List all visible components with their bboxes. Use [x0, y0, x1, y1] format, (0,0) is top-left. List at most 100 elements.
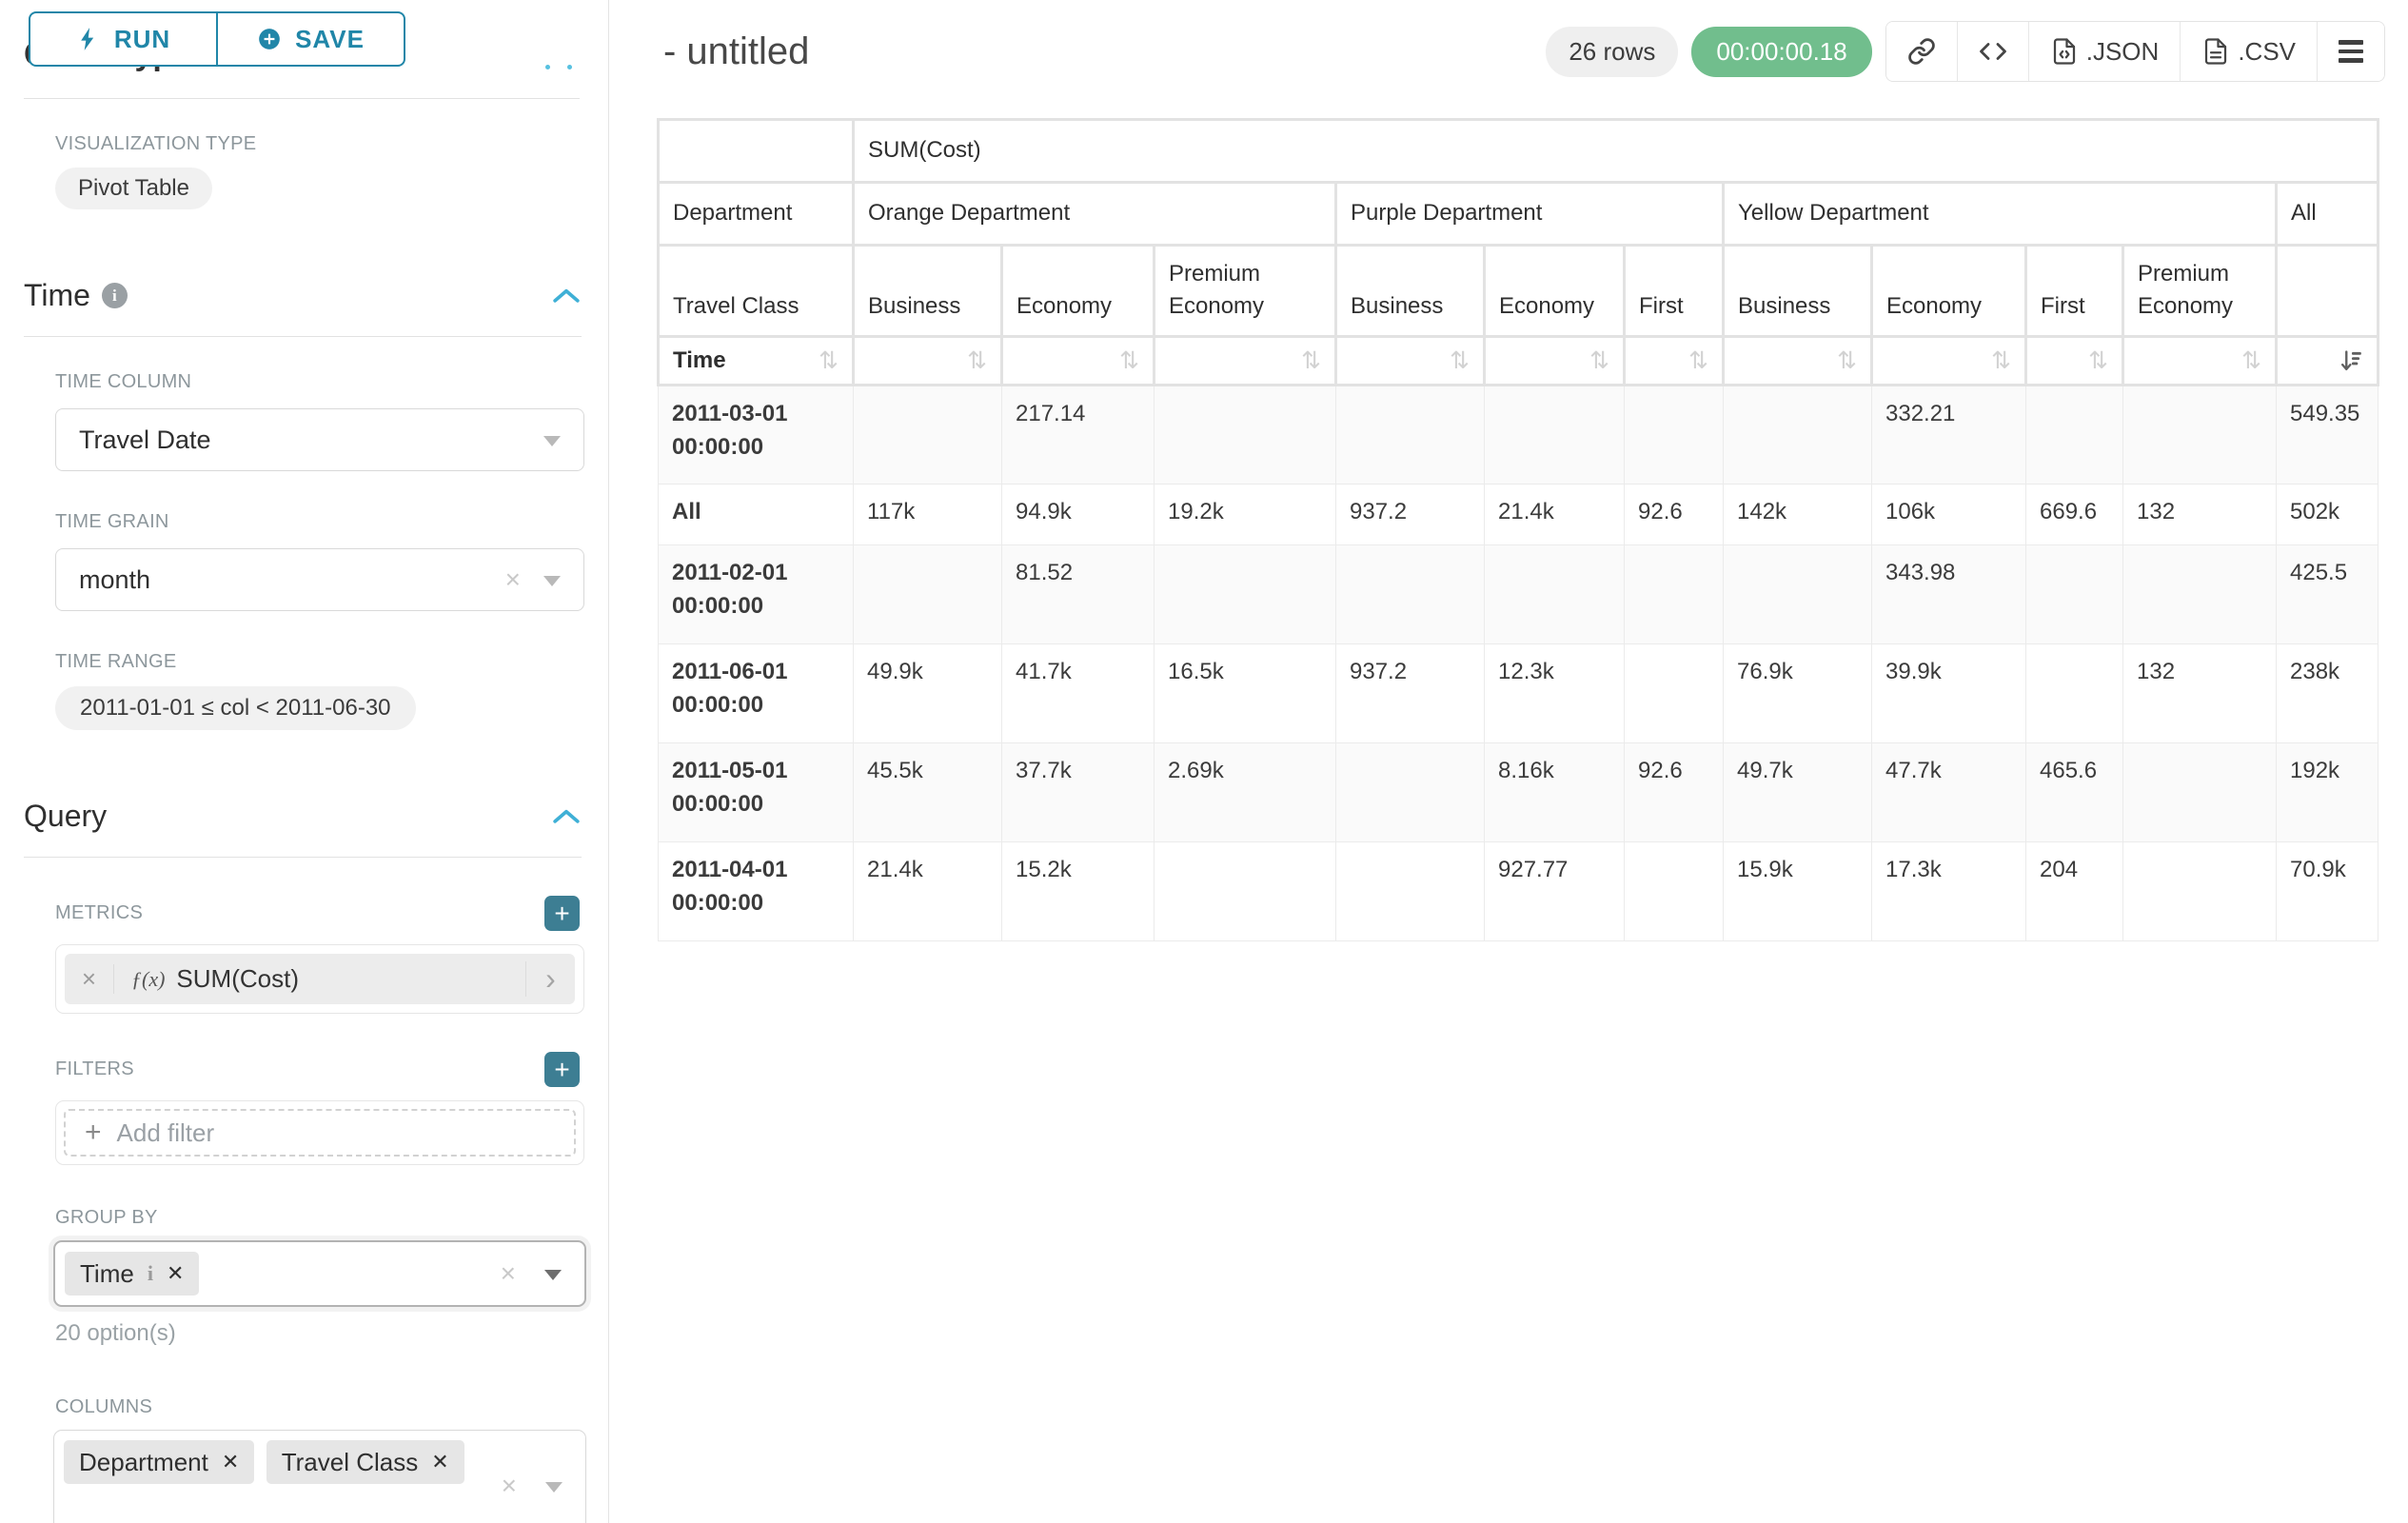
clear-icon[interactable]: × — [501, 1471, 517, 1500]
pivot-department-header: All — [2274, 180, 2380, 247]
export-json-label: .JSON — [2085, 36, 2160, 66]
add-filter-button[interactable]: + — [544, 1052, 580, 1087]
remove-metric-icon[interactable]: × — [65, 964, 114, 994]
pivot-cell — [2122, 841, 2277, 942]
pivot-cell: 343.98 — [1871, 544, 2026, 645]
sort-descending-icon[interactable] — [2339, 348, 2363, 373]
pivot-cell: 142k — [1723, 484, 1872, 546]
pivot-department-header: Purple Department — [1334, 180, 1725, 247]
file-text-icon — [2201, 37, 2230, 66]
columns-select[interactable]: Department ✕ Travel Class ✕ × — [53, 1430, 586, 1523]
collapse-chevron-icon[interactable] — [553, 288, 580, 304]
time-grain-select[interactable]: month × — [55, 548, 584, 611]
clear-icon[interactable]: × — [504, 564, 521, 594]
panel-drag-dots[interactable] — [545, 65, 572, 69]
pivot-cell: 12.3k — [1484, 643, 1625, 744]
pivot-table: SUM(Cost) Department Orange Department Purp… — [657, 118, 2380, 942]
chevron-down-icon[interactable] — [544, 1270, 562, 1280]
pivot-travel-class-header: First — [2024, 243, 2124, 339]
pivot-cell — [1624, 841, 1724, 942]
pivot-row-header: 2011-02-01 00:00:00 — [658, 544, 854, 645]
pivot-sort-cell: ⇅ — [1483, 335, 1626, 387]
pivot-cell — [1335, 841, 1485, 942]
group-by-select[interactable]: Time i ✕ × — [53, 1240, 586, 1307]
add-filter-dropzone[interactable]: + Add filter — [64, 1109, 576, 1157]
sort-icon[interactable]: ⇅ — [1450, 347, 1470, 375]
remove-chip-icon[interactable]: ✕ — [166, 1261, 185, 1285]
sort-cell-content — [2291, 348, 2363, 373]
pivot-cell: 238k — [2275, 643, 2379, 744]
sort-icon[interactable]: ⇅ — [1301, 347, 1321, 375]
sort-icon[interactable]: ⇅ — [2241, 347, 2261, 375]
time-grain-label: TIME GRAIN — [55, 511, 169, 532]
pivot-cell — [853, 544, 1002, 645]
pivot-sort-cell: ⇅ — [1870, 335, 2027, 387]
group-by-chip[interactable]: Time i ✕ — [65, 1252, 200, 1296]
columns-chip[interactable]: Travel Class ✕ — [266, 1440, 464, 1484]
filters-header-row: FILTERS + — [55, 1052, 580, 1087]
code-icon — [1979, 37, 2007, 66]
pivot-cell — [1154, 544, 1336, 645]
table-row: 2011-02-01 00:00:00 81.52 343.98 425.5 — [658, 544, 2379, 645]
columns-chip[interactable]: Department ✕ — [64, 1440, 255, 1484]
time-range-label: TIME RANGE — [55, 651, 177, 672]
chart-title[interactable]: - untitled — [663, 30, 810, 72]
clear-icon[interactable]: × — [500, 1258, 516, 1288]
time-column-select[interactable]: Travel Date — [55, 408, 584, 471]
pivot-cell: 21.4k — [1484, 484, 1625, 546]
pivot-cell: 49.9k — [853, 643, 1002, 744]
sort-icon[interactable]: ⇅ — [1589, 347, 1609, 375]
time-label: Time — [673, 346, 726, 373]
remove-chip-icon[interactable]: ✕ — [431, 1450, 449, 1474]
pivot-sort-cell: ⇅ — [852, 335, 1003, 387]
export-csv-button[interactable]: .CSV — [2180, 22, 2317, 81]
pivot-cell: 37.7k — [1001, 742, 1155, 843]
function-icon: ƒ(x) — [131, 966, 166, 991]
remove-chip-icon[interactable]: ✕ — [221, 1450, 240, 1474]
export-json-button[interactable]: .JSON — [2027, 22, 2181, 81]
sort-icon[interactable]: ⇅ — [819, 347, 839, 375]
pivot-table-container[interactable]: SUM(Cost) Department Orange Department Purp… — [657, 118, 2385, 942]
pivot-travel-class-header: Premium Economy — [1153, 243, 1337, 339]
group-by-options-hint: 20 option(s) — [55, 1320, 176, 1346]
chart-area: - untitled 26 rows 00:00:00.18 — [609, 0, 2408, 1523]
sort-icon[interactable]: ⇅ — [967, 347, 987, 375]
chevron-down-icon — [543, 436, 561, 446]
time-header-content: Time ⇅ — [673, 344, 839, 378]
collapse-chevron-icon[interactable] — [553, 809, 580, 824]
run-button[interactable]: RUN — [29, 11, 217, 67]
hamburger-menu-icon — [2339, 40, 2363, 63]
pivot-cell: 49.7k — [1723, 742, 1872, 843]
query-section-title: Query — [24, 799, 108, 833]
add-metric-button[interactable]: + — [544, 896, 580, 931]
sidebar-top: Chart Type RUN SAVE — [24, 0, 582, 99]
pivot-cell: 927.77 — [1484, 841, 1625, 942]
share-link-button[interactable] — [1885, 22, 1957, 81]
pivot-cell — [2025, 385, 2123, 485]
export-csv-label: .CSV — [2238, 36, 2296, 66]
metric-chip[interactable]: × ƒ(x) SUM(Cost) › — [65, 954, 575, 1004]
time-range-chip[interactable]: 2011-01-01 ≤ col < 2011-06-30 — [55, 686, 416, 730]
plus-icon: + — [85, 1117, 102, 1148]
chevron-down-icon[interactable] — [545, 1482, 563, 1493]
more-options-button[interactable] — [2317, 22, 2384, 81]
pivot-travel-class-header: Economy — [1870, 243, 2027, 339]
visualization-type-chip[interactable]: Pivot Table — [55, 168, 212, 209]
pivot-cell — [2122, 742, 2277, 843]
save-button[interactable]: SAVE — [217, 11, 405, 67]
table-row: 2011-04-01 00:00:00 21.4k 15.2k 927.77 15.9k… — [658, 841, 2379, 942]
pivot-cell: 21.4k — [853, 841, 1002, 942]
pivot-cell — [853, 385, 1002, 485]
divider — [24, 857, 582, 858]
sort-icon[interactable]: ⇅ — [2088, 347, 2108, 375]
chevron-right-icon[interactable]: › — [525, 961, 575, 997]
sort-icon[interactable]: ⇅ — [1991, 347, 2011, 375]
sort-icon[interactable]: ⇅ — [1119, 347, 1139, 375]
sort-icon[interactable]: ⇅ — [1688, 347, 1708, 375]
info-icon[interactable]: i — [147, 1261, 153, 1285]
view-query-button[interactable] — [1956, 22, 2028, 81]
metrics-label: METRICS — [55, 902, 144, 923]
sort-icon[interactable]: ⇅ — [1837, 347, 1857, 375]
pivot-sort-cell: ⇅ — [1334, 335, 1486, 387]
pivot-cell: 92.6 — [1624, 484, 1724, 546]
